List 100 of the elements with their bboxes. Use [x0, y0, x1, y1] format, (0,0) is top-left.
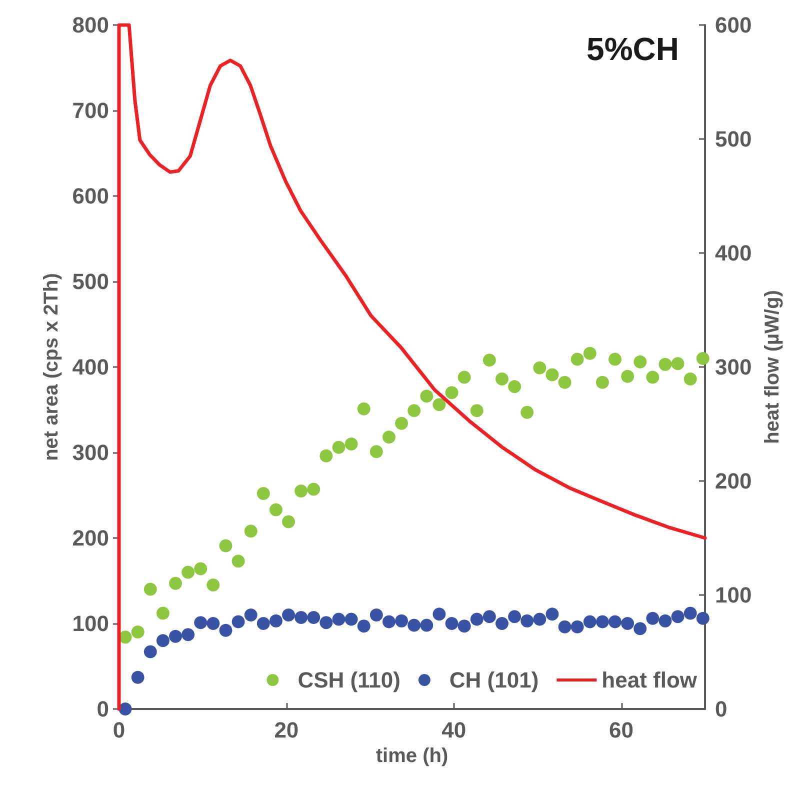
point	[332, 612, 346, 626]
point	[232, 554, 245, 568]
point	[646, 612, 660, 625]
point	[646, 370, 660, 384]
point	[156, 634, 170, 648]
point	[332, 440, 346, 454]
point	[382, 615, 396, 628]
y2-tick-label: 100	[715, 582, 752, 608]
point	[432, 398, 446, 412]
y2-tick-label: 400	[715, 240, 752, 266]
point	[169, 576, 182, 590]
y-tick-label: 0	[96, 696, 109, 722]
point	[608, 352, 622, 366]
y2-tick-label: 500	[715, 126, 752, 152]
point	[658, 614, 672, 628]
point	[244, 608, 258, 622]
point	[307, 482, 320, 496]
point	[482, 610, 496, 624]
point	[583, 615, 596, 628]
legend-label: CH (101)	[449, 668, 539, 692]
x-tick-label: 60	[609, 718, 634, 742]
legend-label: CSH (110)	[298, 668, 400, 692]
point	[294, 611, 308, 624]
point	[432, 608, 446, 621]
point	[696, 352, 710, 365]
point	[144, 645, 157, 658]
point	[546, 368, 559, 382]
point	[671, 357, 684, 370]
point	[307, 611, 320, 624]
point	[496, 372, 508, 386]
point	[408, 404, 421, 418]
point	[546, 608, 559, 621]
point	[533, 361, 546, 374]
point	[696, 612, 710, 625]
point	[558, 376, 572, 389]
y-tick-label: 800	[72, 12, 109, 38]
point	[420, 618, 434, 632]
y-tick-label: 700	[72, 98, 109, 123]
point	[445, 386, 458, 400]
point	[169, 630, 182, 643]
point	[344, 612, 358, 626]
point	[508, 610, 522, 624]
point	[408, 618, 421, 632]
y2-tick-label: 600	[715, 12, 752, 38]
point	[182, 628, 195, 642]
point	[621, 617, 634, 630]
point	[583, 346, 596, 360]
y2-tick-label: 200	[715, 468, 752, 494]
point	[570, 620, 584, 634]
point	[382, 430, 396, 444]
y-tick-label: 400	[72, 354, 109, 380]
point	[357, 620, 370, 633]
point	[256, 487, 270, 500]
x-tick-label: 40	[442, 718, 466, 742]
y-tick-label: 100	[72, 611, 109, 636]
point	[570, 352, 584, 366]
point	[558, 620, 572, 634]
point	[269, 614, 282, 628]
point	[508, 380, 522, 394]
point	[370, 608, 383, 622]
point	[206, 578, 220, 592]
point	[282, 515, 296, 528]
point	[194, 562, 208, 576]
point	[634, 355, 647, 368]
point	[458, 370, 471, 384]
point	[621, 370, 634, 383]
point	[520, 406, 534, 419]
point	[458, 620, 471, 633]
point	[232, 615, 245, 628]
point	[370, 445, 383, 458]
point	[182, 566, 195, 579]
point	[470, 612, 484, 626]
point	[684, 606, 697, 620]
point	[658, 358, 672, 371]
point	[282, 608, 296, 622]
y2-tick-label: 0	[715, 696, 728, 722]
y-tick-label: 300	[72, 440, 109, 465]
point	[395, 614, 408, 628]
point	[144, 582, 157, 596]
point	[320, 449, 333, 462]
point	[496, 617, 508, 630]
point	[671, 610, 684, 624]
point	[320, 616, 333, 630]
y-tick-label: 200	[72, 526, 109, 550]
point	[596, 376, 609, 389]
x-tick-label: 0	[112, 718, 126, 742]
point	[420, 390, 434, 403]
point	[294, 484, 308, 498]
point	[470, 404, 484, 418]
y2-axis-title: heat flow (µW/g)	[762, 290, 784, 444]
point	[357, 402, 370, 416]
x-tick-label: 20	[274, 718, 299, 742]
point	[131, 626, 144, 639]
point	[206, 617, 220, 630]
y-tick-label: 600	[72, 184, 109, 208]
legend-label: heat flow	[602, 668, 698, 692]
point	[244, 524, 258, 538]
point	[131, 670, 144, 684]
y-axis-title: net area (cps x 2Th)	[40, 273, 62, 461]
y-tick-label: 500	[72, 269, 109, 294]
